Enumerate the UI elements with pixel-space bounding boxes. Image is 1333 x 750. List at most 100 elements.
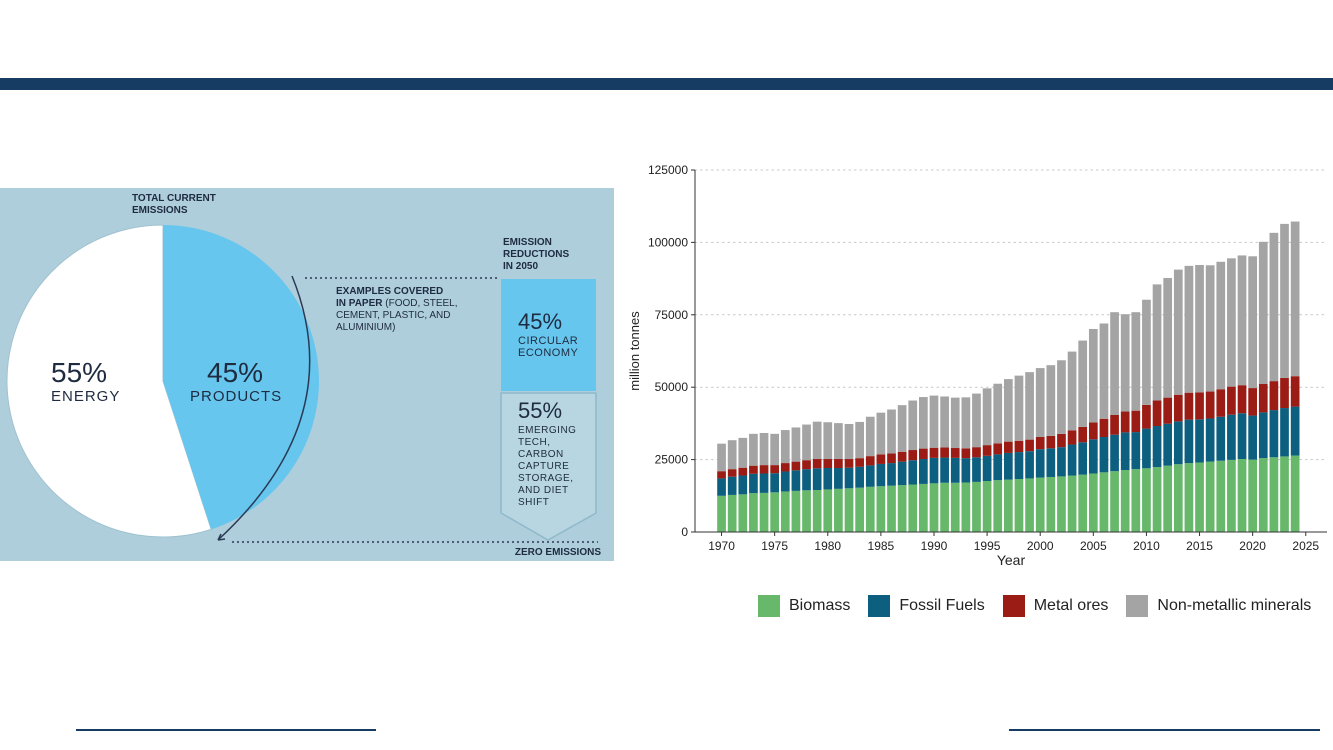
bar-segment [1120,432,1130,471]
x-tick-label: 1970 [708,539,735,553]
bar-segment [865,416,875,457]
bar-segment [1184,463,1194,532]
bar-segment [717,471,726,479]
bar-segment [919,459,928,484]
bar-segment [717,478,726,496]
energy-label: ENERGY [51,388,120,405]
bar-segment [812,490,822,532]
bar-segment [749,473,758,494]
bar-segment [802,424,811,461]
bar-segment [1163,397,1173,424]
bar-segment [1258,384,1268,413]
bar-segment [1142,404,1151,429]
bar-segment [1195,419,1204,463]
bar-segment [791,427,801,462]
bar-segment [1258,241,1268,385]
emerging-tech-line: CAPTURE [518,461,569,472]
bar-segment [1099,323,1109,419]
bar-segment [908,450,918,461]
bar-segment [982,455,992,482]
bar-segment [897,451,907,462]
bar-segment [759,465,769,474]
bar-segment [919,448,928,460]
x-tick-label: 1985 [868,539,895,553]
bar-segment [844,423,854,460]
circular-percent: 45% [518,309,562,334]
footer-line-right [1009,729,1320,731]
bar-segment [1227,258,1236,387]
bar-segment [1290,455,1300,532]
reductions-line1: EMISSION [503,237,552,248]
bar-segment [1120,314,1130,412]
bar-segment [887,463,896,486]
bar-segment [1035,449,1045,478]
emerging-tech-box [500,392,597,541]
material-extraction-chart: 0 25000 50000 75000 100000 125000 1970 1975 198… [627,163,1328,568]
bar-segment [1184,419,1194,464]
bar-segment [887,485,896,532]
y-tick-label: 100000 [648,235,688,249]
total-current-label-line1: TOTAL CURRENT [132,193,216,204]
reductions-line3: IN 2050 [503,261,538,272]
bar-segment [972,447,981,458]
pie-slice-energy [6,224,212,538]
bar-segment [759,432,769,466]
energy-percent: 55% [51,357,107,388]
bar-segment [897,461,907,486]
bar-segment [1280,223,1289,378]
bar-segment [982,388,992,446]
bar-segment [823,422,833,460]
bar-segment [812,421,822,460]
bar-segment [1078,426,1088,443]
bar-segment [1258,458,1268,532]
legend-label: Non-metallic minerals [1157,597,1312,614]
bar-segment [791,490,801,532]
bar-segment [1216,460,1226,532]
bar-segment [940,447,949,458]
bar-segment [950,482,960,532]
bar-segment [1003,441,1013,453]
bar-segment [1088,328,1098,423]
chart-axes [691,169,1327,536]
bar-segment [961,458,971,483]
bar-segment [1173,464,1183,532]
bar-segment [855,487,864,532]
bar-segment [770,465,780,474]
bar-segment [1290,221,1300,377]
bar-segment [1099,472,1109,532]
bar-segment [1205,391,1215,419]
legend-swatch [868,595,891,617]
bar-segment [1152,426,1162,468]
x-tick-label: 1980 [814,539,841,553]
emerging-tech-line: AND DIET [518,485,569,496]
bar-segment [717,443,726,472]
bar-segment [919,483,928,532]
emerging-tech-line: CARBON [518,449,564,460]
bar-segment [1057,476,1066,532]
y-tick-label: 50000 [655,380,689,394]
legend-label: Biomass [789,597,851,614]
bar-segment [1003,479,1013,532]
bar-segment [791,461,801,471]
bar-segment [834,488,843,532]
bar-segment [1110,415,1119,435]
bar-segment [1205,265,1215,392]
bar-segment [1078,474,1088,532]
bar-segment [1025,372,1034,440]
bar-segment [1025,439,1034,452]
bar-segment [887,453,896,464]
y-tick-label: 0 [681,525,688,539]
bar-segment [770,473,780,493]
bar-segment [876,486,886,532]
bar-segment [908,460,918,485]
bar-segment [1078,442,1088,475]
bar-segment [749,433,758,466]
circular-line1: CIRCULAR [518,335,578,347]
legend-item: Non-metallic minerals [1126,595,1311,617]
bar-segment [823,489,833,532]
examples-line2-bold: IN PAPER [336,298,383,309]
bar-segment [961,397,971,449]
bar-segment [1280,456,1289,532]
emerging-tech-line: EMERGING [518,425,576,436]
